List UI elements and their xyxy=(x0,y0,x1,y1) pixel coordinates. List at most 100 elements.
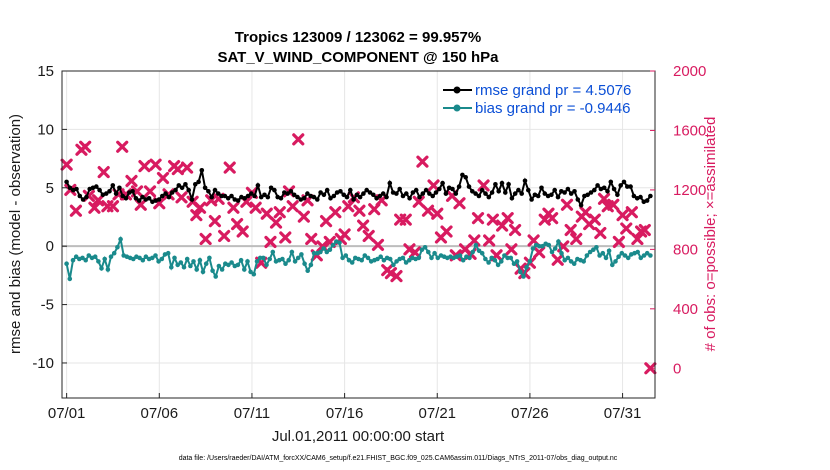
rmse-point xyxy=(117,185,122,191)
obs-assimilated-marker xyxy=(156,171,170,185)
rmse-point xyxy=(265,194,271,200)
obs-assimilated-marker xyxy=(486,213,499,226)
rmse-point xyxy=(258,194,264,200)
obs-assimilated-marker xyxy=(564,223,577,237)
rmse-point xyxy=(506,182,511,187)
rmse-point xyxy=(278,196,284,201)
bias-point xyxy=(365,255,371,261)
rmse-point xyxy=(110,183,116,188)
bias-point xyxy=(248,269,253,275)
bias-point xyxy=(524,264,529,270)
bias-point xyxy=(432,250,437,256)
obs-assimilated-marker xyxy=(579,206,592,219)
rmse-point xyxy=(338,189,343,194)
bias-point xyxy=(340,255,345,261)
bias-point xyxy=(479,250,485,256)
obs-assimilated-marker xyxy=(338,228,351,241)
obs-assimilated-marker xyxy=(353,204,366,217)
bias-point xyxy=(92,254,98,259)
obs-assimilated-marker xyxy=(638,223,651,237)
obs-assimilated-marker xyxy=(286,200,299,213)
bias-point xyxy=(426,249,431,255)
rmse-point xyxy=(374,196,379,201)
rmse-point xyxy=(166,194,172,200)
rmse-point xyxy=(189,197,195,202)
bias-point xyxy=(540,243,545,249)
bias-point xyxy=(476,248,482,254)
rmse-point xyxy=(509,196,515,201)
obs-assimilated-marker xyxy=(412,195,425,208)
legend-rmse-marker xyxy=(453,86,461,94)
obs-assimilated-marker xyxy=(612,235,625,249)
rmse-point xyxy=(519,191,524,196)
rmse-point xyxy=(555,194,561,200)
obs-assimilated-marker xyxy=(92,194,105,207)
rmse-point xyxy=(94,184,99,189)
bias-point xyxy=(188,263,193,269)
y-tick-label: 0 xyxy=(46,238,54,255)
rmse-point xyxy=(295,194,300,200)
rmse-point xyxy=(364,187,370,193)
rmse-point xyxy=(176,183,182,188)
obs-assimilated-marker xyxy=(440,225,453,238)
bias-point xyxy=(552,246,558,251)
bias-point xyxy=(140,257,146,263)
bias-point xyxy=(226,262,231,268)
x-tick-label: 07/16 xyxy=(326,405,364,422)
bias-point xyxy=(308,262,314,268)
rmse-point xyxy=(479,187,485,193)
bias-point xyxy=(295,255,301,261)
rmse-point xyxy=(565,186,571,192)
bias-point xyxy=(172,255,177,261)
bias-point xyxy=(610,262,615,268)
bias-point xyxy=(381,257,387,263)
rmse-point xyxy=(288,189,294,194)
bias-point xyxy=(213,274,218,279)
rmse-point xyxy=(328,196,333,201)
bias-point xyxy=(242,267,247,272)
bias-point xyxy=(403,260,409,265)
bias-point xyxy=(143,254,149,259)
bias-point xyxy=(280,256,285,262)
bias-point xyxy=(197,257,203,263)
bias-point xyxy=(318,249,323,255)
obs-assimilated-marker xyxy=(551,253,564,266)
bias-point xyxy=(191,259,196,264)
rmse-point xyxy=(621,179,627,185)
obs-assimilated-marker xyxy=(362,229,375,243)
rmse-point xyxy=(549,192,554,198)
bias-point xyxy=(625,255,631,261)
rmse-point xyxy=(463,175,469,180)
obs-markers xyxy=(60,133,657,375)
bias-point xyxy=(489,255,495,261)
bias-point xyxy=(178,260,184,265)
obs-assimilated-marker xyxy=(453,197,466,210)
bias-point xyxy=(556,239,561,244)
bias-point xyxy=(216,263,222,269)
rmse-point xyxy=(311,194,317,200)
axis-ticks: 07/01 07/06 07/11 07/16 07/21 07/26 07/31 -10 -5… xyxy=(32,63,706,422)
obs-assimilated-marker xyxy=(180,161,194,174)
rmse-point xyxy=(321,192,327,198)
rmse-point xyxy=(377,193,383,199)
obs-assimilated-marker xyxy=(477,179,490,192)
rmse-point xyxy=(169,190,175,195)
rmse-point xyxy=(595,183,600,188)
rmse-point xyxy=(324,187,330,193)
obs-assimilated-marker xyxy=(403,243,416,256)
rmse-point xyxy=(84,194,89,200)
rmse-point xyxy=(361,191,366,196)
rmse-point xyxy=(123,196,129,201)
obs-assimilated-marker xyxy=(297,210,310,223)
bias-point xyxy=(99,266,104,271)
series-lines xyxy=(64,168,653,282)
y-tick-label: -10 xyxy=(32,355,54,372)
rmse-point xyxy=(146,196,152,201)
obs-assimilated-marker xyxy=(471,212,485,225)
obs-assimilated-marker xyxy=(175,191,188,204)
bias-point xyxy=(378,254,384,259)
bias-point xyxy=(565,255,571,261)
bias-point xyxy=(502,253,507,258)
plot-area xyxy=(62,71,655,398)
rmse-point xyxy=(486,194,492,200)
